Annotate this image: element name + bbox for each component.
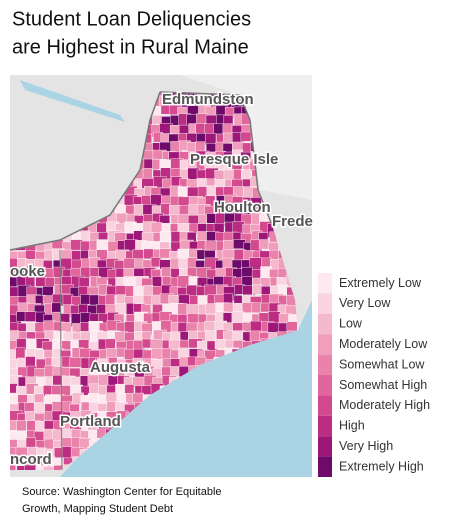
region <box>53 465 64 470</box>
region <box>240 131 252 142</box>
region <box>177 248 189 259</box>
region <box>142 168 153 180</box>
source-line: Growth, Mapping Student Debt <box>22 503 173 515</box>
canada <box>180 75 312 200</box>
title-line: Student Loan Deliquencies <box>12 8 251 30</box>
region <box>151 276 162 288</box>
region <box>51 385 62 396</box>
place-label: Augusta <box>90 359 151 376</box>
region <box>258 239 269 250</box>
region <box>252 284 263 295</box>
region <box>105 392 119 403</box>
region <box>223 302 234 313</box>
border <box>159 91 273 226</box>
place-label: Frede <box>272 213 313 230</box>
region <box>35 465 48 470</box>
legend-swatch <box>318 456 332 477</box>
region <box>222 123 233 135</box>
border <box>9 91 161 251</box>
region <box>161 223 172 233</box>
ocean <box>60 300 312 477</box>
region <box>170 231 182 243</box>
legend-label: Extremely High <box>339 459 424 473</box>
region <box>24 411 37 422</box>
title-line: are Highest in Rural Maine <box>12 36 249 58</box>
region <box>159 231 171 243</box>
region <box>24 464 37 470</box>
region <box>10 430 17 441</box>
legend-swatch <box>318 293 332 314</box>
legend-swatch <box>318 436 332 457</box>
region <box>52 266 65 278</box>
border <box>59 249 63 471</box>
legend-label: Somewhat High <box>339 378 427 392</box>
place-label: Portland <box>60 413 121 430</box>
region <box>78 339 90 349</box>
legend-label: Very High <box>339 439 393 453</box>
river <box>20 80 125 122</box>
region <box>10 464 16 470</box>
place-label: Presque Isle <box>190 151 278 168</box>
place-label: ncord <box>10 451 52 468</box>
legend-swatch <box>318 375 332 396</box>
source-line: Source: Washington Center for Equitable <box>22 486 222 498</box>
region <box>214 339 227 350</box>
region <box>268 311 281 324</box>
region <box>16 465 27 470</box>
place-label: Edmundston <box>162 91 254 108</box>
region <box>132 392 144 404</box>
region <box>34 368 47 379</box>
legend-label: Very Low <box>339 296 391 310</box>
region <box>178 258 188 269</box>
place-label: ooke <box>10 263 45 280</box>
region <box>80 331 91 341</box>
region <box>150 257 161 268</box>
legend-label: Moderately High <box>339 398 430 412</box>
region <box>105 294 115 306</box>
region <box>196 113 208 126</box>
region <box>10 359 19 369</box>
region <box>43 466 55 470</box>
place-label: Houlton <box>214 199 271 216</box>
legend-label: Extremely Low <box>339 276 422 290</box>
legend-swatch <box>318 273 332 294</box>
map <box>9 75 312 477</box>
region <box>16 419 27 432</box>
legend-label: Moderately Low <box>339 337 428 351</box>
region <box>249 330 262 342</box>
legend-label: Somewhat Low <box>339 357 425 371</box>
region <box>223 239 235 251</box>
legend-swatch <box>318 415 332 437</box>
region <box>116 294 126 304</box>
legend-label: High <box>339 419 365 433</box>
region <box>151 348 163 361</box>
legend-swatch <box>318 334 332 355</box>
region <box>123 276 137 287</box>
region <box>187 267 198 277</box>
region <box>10 392 18 404</box>
legend-swatch <box>318 313 332 335</box>
region <box>133 286 144 297</box>
region <box>250 302 261 314</box>
region <box>116 347 126 358</box>
region <box>205 330 216 343</box>
region <box>24 311 37 322</box>
region <box>178 205 190 215</box>
legend-swatch <box>318 354 332 375</box>
legend-swatch <box>318 395 332 416</box>
legend: Extremely Low Very Low Low Moderately Low So… <box>318 273 430 477</box>
legend-label: Low <box>339 317 363 331</box>
region <box>89 383 99 394</box>
